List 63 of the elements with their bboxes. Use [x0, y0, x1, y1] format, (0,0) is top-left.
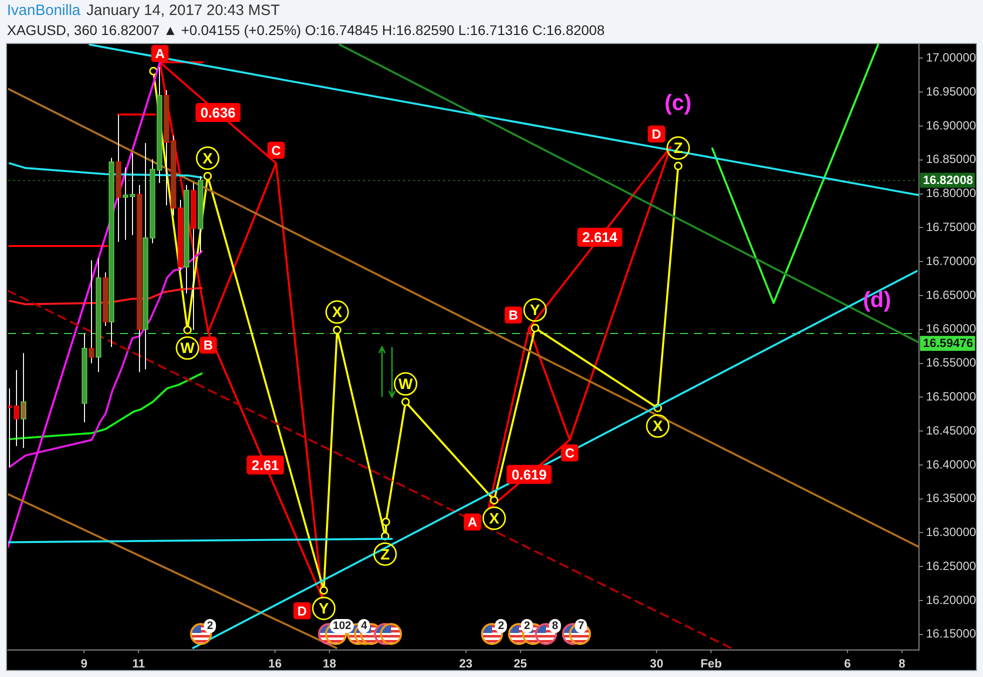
y-tick-label: 16.30000	[926, 525, 976, 540]
y-tick-label: 16.35000	[926, 491, 976, 506]
x-tick-label: 30	[650, 656, 664, 671]
annotation: 4	[358, 619, 370, 633]
x-tick-label: 25	[514, 656, 528, 671]
y-tick-label: 16.85000	[926, 152, 976, 166]
y-tick-label: 16.25000	[926, 558, 976, 573]
x-tick-label: 16	[268, 656, 282, 671]
annotation: 2	[520, 619, 534, 633]
chart-subtitle: XAGUSD, 360 16.82007 ▲ +0.04155 (+0.25%) O:16.74845 H:16.82590 L:16.71316 C:16.82008	[7, 21, 605, 39]
x-tick-label: 11	[132, 656, 146, 671]
data-label: Y	[318, 600, 329, 618]
y-tick-label: 16.65000	[926, 288, 976, 302]
data-label: C	[271, 142, 282, 158]
x-tick-label: 9	[80, 656, 88, 671]
data-label: B	[204, 338, 213, 353]
annotation: 2.614	[582, 229, 618, 246]
y-tick-label: 16.55000	[926, 356, 976, 370]
chart-title: IvanBonilla	[7, 2, 80, 19]
data-label: W	[398, 376, 414, 394]
ref-line-label: 16.82008	[923, 173, 974, 188]
annotation: 2	[494, 619, 508, 633]
data-label: Y	[530, 302, 540, 320]
y-tick-label: 17.00000	[926, 50, 976, 65]
y-tick-label: 16.70000	[926, 254, 976, 268]
data-label: A	[468, 514, 478, 530]
data-label: W	[180, 340, 196, 358]
x-tick-label: 8	[898, 656, 906, 671]
data-label: X	[202, 150, 213, 168]
x-tick-label: 18	[322, 656, 336, 671]
annotation: 7	[574, 619, 588, 633]
data-label: X	[332, 304, 342, 322]
data-label: C	[565, 445, 576, 460]
x-tick-label: Feb	[700, 656, 722, 671]
annotation: 0.636	[200, 104, 236, 120]
annotation: 102	[330, 619, 354, 633]
y-tick-label: 16.60000	[926, 322, 976, 336]
y-tick-label: 16.75000	[926, 220, 976, 234]
data-label: X	[652, 418, 663, 436]
annotation: 2.61	[252, 456, 280, 473]
y-tick-label: 16.80000	[926, 186, 976, 200]
y-tick-label: 16.50000	[926, 389, 976, 404]
annotation: 2	[204, 619, 216, 633]
data-label: D	[297, 603, 307, 618]
data-label: A	[155, 46, 166, 62]
y-tick-label: 16.15000	[926, 626, 976, 641]
y-tick-label: 16.90000	[926, 118, 976, 132]
data-label: D	[652, 126, 662, 142]
annotation: 0.619	[512, 466, 547, 482]
y-tick-label: 16.40000	[926, 457, 976, 472]
x-tick-label: 23	[459, 656, 473, 671]
annotation: (d)	[862, 287, 892, 312]
y-tick-label: 16.95000	[926, 84, 976, 98]
data-label: B	[508, 308, 518, 323]
ref-line-label: 16.59476	[923, 336, 974, 350]
data-label: Z	[380, 546, 390, 564]
annotation: (c)	[664, 90, 692, 115]
x-tick-label: 6	[844, 656, 852, 671]
data-label: X	[489, 510, 500, 528]
y-tick-label: 16.20000	[926, 592, 976, 607]
y-tick-label: 16.45000	[926, 423, 976, 438]
text: January 14, 2017 20:43 MST	[86, 2, 280, 19]
annotation: 8	[548, 619, 562, 633]
